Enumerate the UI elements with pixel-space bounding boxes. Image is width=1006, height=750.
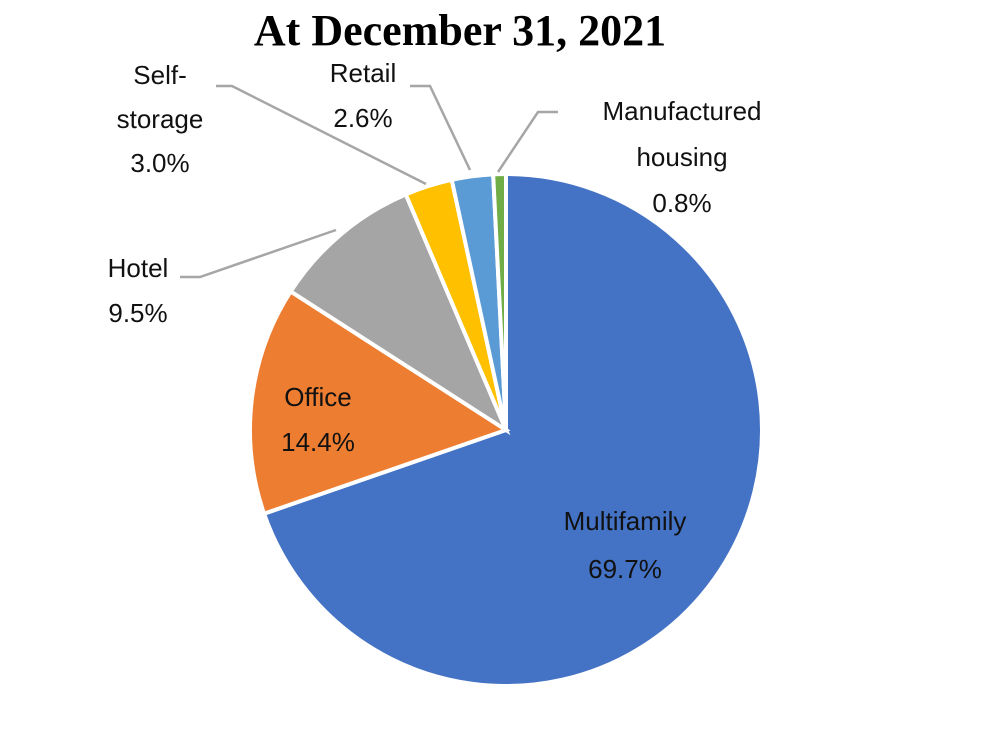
data-label-name-retail: Retail bbox=[330, 58, 396, 88]
leader-line-self-storage bbox=[216, 84, 427, 186]
leader-line-manufactured-housing bbox=[496, 110, 558, 173]
data-label-name-self-storage: Self- bbox=[133, 60, 186, 90]
data-label-name-multifamily: Multifamily bbox=[564, 506, 687, 536]
data-label-value-hotel: 9.5% bbox=[108, 298, 167, 328]
data-label-name-self-storage: storage bbox=[117, 104, 204, 134]
pie-slice-multifamily bbox=[261, 171, 764, 688]
data-label-name-hotel: Hotel bbox=[108, 253, 169, 283]
data-label-value-multifamily: 69.7% bbox=[588, 554, 662, 584]
data-label-name-manufactured-housing: Manufactured bbox=[603, 96, 762, 126]
pie-slice-office bbox=[248, 288, 511, 517]
chart-title: At December 31, 2021 bbox=[254, 6, 666, 55]
data-label-name-office: Office bbox=[284, 382, 351, 412]
data-label-name-manufactured-housing: housing bbox=[636, 142, 727, 172]
pie-slice-hotel bbox=[287, 191, 511, 436]
data-label-value-self-storage: 3.0% bbox=[130, 148, 189, 178]
data-label-value-manufactured-housing: 0.8% bbox=[652, 188, 711, 218]
data-label-value-retail: 2.6% bbox=[333, 103, 392, 133]
pie-slice-manufactured-housing bbox=[491, 171, 508, 431]
leader-line-retail bbox=[410, 84, 472, 171]
leader-line-hotel bbox=[180, 228, 337, 279]
data-label-value-office: 14.4% bbox=[281, 427, 355, 457]
